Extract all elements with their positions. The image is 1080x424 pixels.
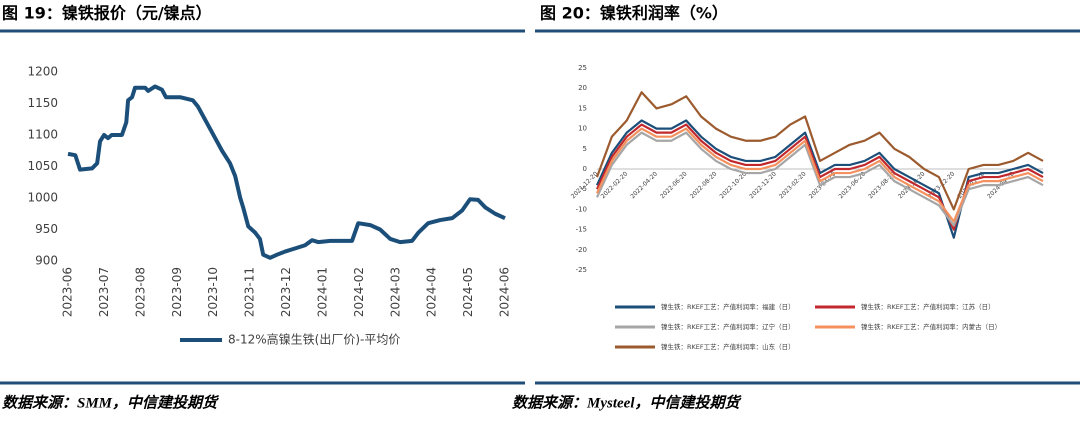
x-tick-label: 2023-12	[279, 267, 293, 317]
y-tick-label: 900	[35, 254, 58, 268]
x-tick-label: 2023-07	[97, 267, 111, 317]
y-tick-label: 10	[578, 125, 587, 133]
series-line	[596, 127, 1044, 223]
y-tick-label: 950	[35, 222, 58, 236]
legend-label: 8-12%高镍生铁(出厂价)-平均价	[228, 332, 400, 347]
legend-label: 镍生铁：RKEF工艺：产值利润率：福建（日）	[661, 302, 795, 311]
y-tick-label: 1150	[27, 96, 58, 110]
series-line	[596, 131, 1044, 227]
y-tick-label: 25	[578, 64, 587, 72]
x-tick-label: 2024-02	[352, 267, 366, 317]
y-tick-label: 15	[578, 104, 587, 112]
y-tick-label: 1200	[27, 65, 58, 79]
series-line	[595, 91, 1044, 211]
figure-title: 图 20：镍铁利润率（%）	[540, 4, 728, 23]
source-note: 数据来源：SMM，中信建投期货	[2, 393, 220, 411]
x-tick-label: 2024-06	[498, 267, 512, 317]
x-tick-label: 2023-09	[170, 267, 184, 317]
x-tick-label: 2024-01	[315, 267, 329, 317]
legend-label: 镍生铁：RKEF工艺：产值利润率：江苏（日）	[861, 302, 995, 311]
x-tick-label: 2024-04	[425, 267, 439, 317]
y-tick-label: 5	[583, 145, 587, 153]
source-note: 数据来源：Mysteel，中信建投期货	[512, 393, 742, 411]
figure-title: 图 19：镍铁报价（元/镍点）	[2, 4, 212, 23]
x-tick-label: 2023-06	[61, 267, 75, 317]
y-tick-label: 1000	[27, 191, 58, 205]
x-tick-label: 2024-03	[388, 267, 402, 317]
y-tick-label: -5	[580, 185, 587, 193]
x-tick-label: 2023-10	[206, 267, 220, 317]
y-tick-label: -25	[576, 266, 587, 274]
legend-label: 镍生铁：RKEF工艺：产值利润率：内蒙古（日）	[861, 322, 1001, 331]
legend-label: 镍生铁：RKEF工艺：产值利润率：辽宁（日）	[661, 322, 795, 331]
x-tick-label: 2023-08	[133, 267, 147, 317]
legend-label: 镍生铁：RKEF工艺：产值利润率：山东（日）	[661, 342, 795, 351]
y-tick-label: 1100	[27, 128, 58, 142]
series-line	[596, 123, 1044, 231]
y-tick-label: -20	[576, 246, 587, 254]
series-line	[596, 119, 1044, 239]
x-tick-label: 2023-11	[243, 267, 257, 317]
y-tick-label: 1050	[27, 159, 58, 173]
y-tick-label: 20	[578, 84, 587, 92]
series-line	[67, 84, 506, 260]
y-tick-label: -15	[576, 226, 587, 234]
y-tick-label: -10	[576, 205, 587, 213]
x-tick-label: 2024-05	[461, 267, 475, 317]
y-tick-label: 0	[583, 165, 587, 173]
